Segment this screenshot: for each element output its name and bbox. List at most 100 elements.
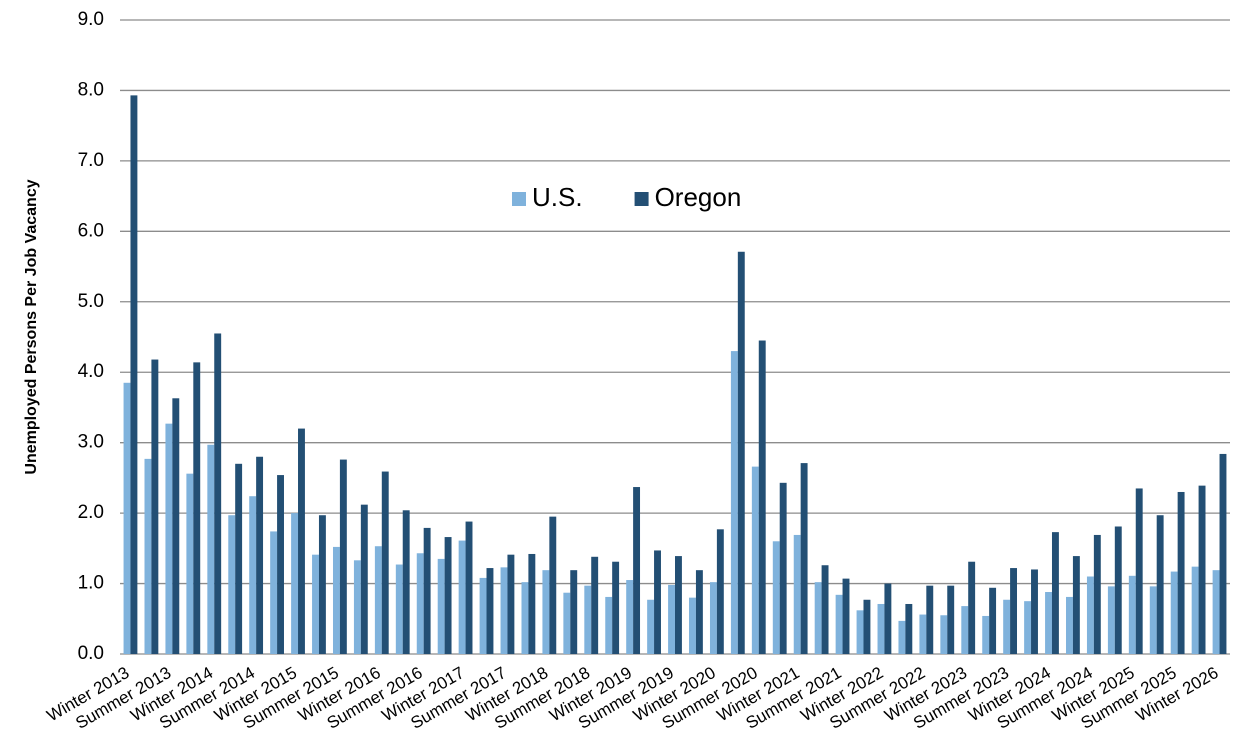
bar — [926, 585, 934, 654]
bar — [982, 615, 990, 654]
bar — [884, 583, 892, 654]
bar — [647, 599, 655, 654]
bar — [947, 585, 955, 654]
bar — [1010, 568, 1018, 654]
bar — [1128, 575, 1136, 654]
bar — [207, 444, 215, 654]
bar — [905, 603, 913, 654]
bar — [1107, 586, 1115, 654]
bar — [1066, 596, 1073, 654]
y-axis-label: Unemployed Persons Per Job Vacancy — [23, 179, 40, 474]
bar — [165, 423, 173, 654]
bar — [423, 527, 431, 654]
bar — [821, 565, 829, 654]
bar — [605, 596, 613, 654]
bar — [1003, 599, 1011, 654]
bar — [1051, 532, 1059, 654]
bar — [444, 537, 452, 654]
bar — [1072, 556, 1080, 654]
bar — [528, 553, 536, 654]
y-tick-label: 2.0 — [78, 502, 104, 523]
bar — [1135, 488, 1143, 654]
bar — [737, 251, 745, 655]
bar — [1031, 569, 1038, 654]
bar — [570, 570, 578, 654]
bar — [249, 496, 257, 654]
bar — [709, 582, 717, 654]
bar — [863, 599, 871, 654]
legend-item: Oregon — [634, 182, 742, 212]
bar — [1177, 491, 1185, 654]
bar — [381, 471, 389, 654]
y-tick-label: 9.0 — [78, 9, 104, 30]
bar — [654, 550, 661, 654]
bar — [1114, 526, 1122, 654]
bar — [800, 463, 808, 654]
bar — [256, 456, 264, 654]
bar — [772, 541, 780, 654]
bar — [270, 531, 278, 654]
bar — [402, 510, 410, 654]
bar — [374, 546, 382, 654]
bar — [675, 556, 682, 654]
y-tick-label: 0.0 — [78, 643, 104, 664]
bar — [626, 580, 634, 654]
bar — [507, 554, 515, 654]
bar — [291, 513, 299, 654]
legend-label: U.S. — [532, 182, 583, 212]
bar — [549, 516, 557, 654]
bar — [486, 568, 494, 654]
bar — [465, 521, 473, 654]
bar — [730, 351, 738, 654]
bar — [235, 463, 243, 654]
bar — [416, 553, 424, 654]
legend-label: Oregon — [655, 182, 742, 212]
bar — [584, 585, 592, 654]
bar — [877, 603, 885, 654]
y-tick-label: 6.0 — [78, 220, 104, 241]
y-tick-label: 7.0 — [78, 150, 104, 171]
bar — [339, 459, 347, 654]
bar — [751, 466, 759, 654]
bar — [689, 597, 696, 654]
bar — [633, 487, 641, 654]
bar — [437, 558, 445, 654]
y-tick-label: 3.0 — [78, 432, 104, 453]
bar — [353, 560, 361, 654]
bar — [1149, 586, 1157, 654]
bar — [1198, 485, 1206, 654]
bar — [898, 620, 906, 654]
bar — [1093, 534, 1101, 654]
y-tick-label: 5.0 — [78, 291, 104, 312]
legend-swatch — [634, 192, 649, 206]
bar — [214, 333, 222, 654]
bar — [612, 561, 620, 654]
bar — [1212, 570, 1220, 654]
bar — [779, 482, 787, 654]
bar — [940, 615, 948, 654]
bar — [814, 582, 822, 654]
bar — [1191, 566, 1199, 654]
bar — [186, 473, 194, 654]
bar — [989, 587, 997, 654]
bar — [919, 614, 927, 654]
bar — [151, 359, 159, 654]
bar — [318, 515, 326, 654]
bar — [521, 582, 529, 654]
bar — [130, 95, 138, 655]
y-tick-label: 4.0 — [78, 361, 104, 382]
bar — [144, 458, 152, 654]
legend-item: U.S. — [512, 182, 583, 212]
bar — [961, 606, 969, 654]
bar — [716, 529, 724, 654]
bar — [172, 398, 180, 654]
bar — [458, 540, 466, 654]
bar — [123, 382, 131, 654]
y-tick-label: 8.0 — [78, 79, 104, 100]
bar — [842, 578, 850, 654]
bar — [695, 570, 703, 654]
bar — [360, 504, 368, 654]
y-tick-label: 1.0 — [78, 573, 104, 594]
bar — [563, 592, 571, 654]
